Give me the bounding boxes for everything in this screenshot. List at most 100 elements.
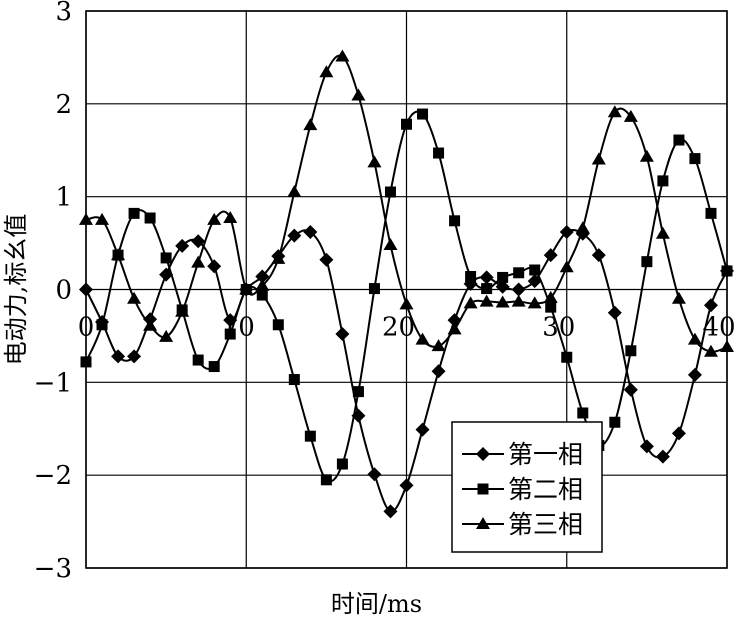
data-point: [545, 301, 557, 313]
data-point: [304, 430, 316, 442]
data-point: [463, 296, 478, 309]
series-3: [79, 49, 734, 357]
data-point: [495, 279, 510, 294]
series-layer: [79, 49, 734, 519]
legend-item: 第二相: [462, 475, 583, 504]
data-point: [255, 269, 270, 284]
data-point: [433, 147, 445, 159]
legend-marker: [476, 517, 490, 529]
data-point: [399, 478, 414, 493]
data-point: [272, 319, 284, 331]
x-tick-label: 20: [382, 313, 415, 343]
data-point: [449, 215, 461, 227]
data-point: [575, 221, 590, 234]
data-point: [559, 224, 574, 239]
series-1: [79, 224, 734, 519]
data-point: [144, 212, 156, 224]
data-point: [160, 252, 172, 264]
data-point: [191, 255, 206, 268]
data-point: [399, 297, 414, 310]
data-point: [79, 212, 93, 225]
data-point: [720, 340, 734, 353]
data-point: [529, 264, 541, 276]
data-point: [383, 237, 398, 250]
y-tick-label: −1: [34, 368, 72, 398]
data-point: [80, 356, 92, 368]
data-point: [687, 332, 702, 345]
data-point: [721, 265, 733, 277]
data-point: [368, 283, 380, 295]
y-tick-label: 2: [55, 90, 72, 120]
data-point: [303, 224, 318, 239]
data-point: [207, 259, 222, 274]
y-tick-label: 3: [55, 0, 72, 27]
data-point: [527, 296, 542, 309]
data-point: [479, 270, 494, 285]
legend-label: 第一相: [508, 440, 583, 469]
data-point: [367, 467, 382, 482]
data-point: [127, 291, 142, 304]
data-point: [287, 185, 302, 198]
data-point: [639, 149, 654, 162]
data-point: [687, 367, 702, 382]
data-point: [415, 332, 430, 345]
data-point: [287, 228, 302, 243]
data-point: [559, 260, 574, 273]
x-tick-label: 0: [78, 313, 95, 343]
y-axis-label: 电动力,标幺值: [2, 214, 30, 366]
data-point: [655, 226, 670, 239]
data-point: [96, 319, 108, 331]
data-point: [513, 267, 525, 279]
data-point: [431, 339, 446, 352]
data-point: [577, 407, 589, 419]
data-point: [271, 251, 286, 264]
data-point: [481, 283, 493, 295]
legend-label: 第二相: [508, 475, 583, 504]
data-point: [223, 211, 238, 224]
data-point: [431, 364, 446, 379]
data-point: [207, 212, 222, 225]
data-point: [95, 212, 110, 225]
data-point: [623, 382, 638, 397]
data-point: [401, 118, 412, 130]
data-point: [336, 458, 348, 470]
data-point: [511, 294, 526, 307]
data-point: [335, 327, 350, 342]
data-point: [497, 271, 509, 283]
data-point: [352, 386, 364, 398]
x-tick-label: 40: [702, 313, 735, 343]
data-point: [607, 105, 622, 118]
legend-item: 第三相: [462, 510, 583, 539]
data-point: [657, 175, 669, 187]
series-2: [80, 108, 733, 486]
data-point: [255, 278, 270, 291]
data-point: [641, 256, 653, 268]
data-point: [625, 345, 637, 357]
data-point: [495, 295, 510, 308]
data-point: [479, 294, 494, 307]
data-point: [383, 504, 398, 519]
data-point: [79, 282, 93, 297]
y-tick-label: −3: [34, 554, 72, 584]
legend-label: 第三相: [508, 510, 583, 539]
data-point: [128, 207, 140, 219]
data-point: [465, 271, 477, 283]
data-point: [591, 248, 606, 263]
y-tick-label: 0: [55, 276, 72, 306]
data-point: [111, 349, 126, 364]
data-point: [127, 349, 142, 364]
data-point: [639, 439, 654, 454]
data-point: [609, 416, 621, 428]
data-point: [303, 118, 318, 131]
data-point: [417, 108, 429, 120]
data-point: [319, 252, 334, 267]
data-point: [415, 422, 430, 437]
data-point: [447, 322, 462, 335]
legend-item: 第一相: [462, 440, 583, 469]
data-point: [561, 351, 573, 363]
data-point: [543, 248, 558, 263]
data-point: [367, 155, 382, 168]
data-point: [671, 426, 686, 441]
